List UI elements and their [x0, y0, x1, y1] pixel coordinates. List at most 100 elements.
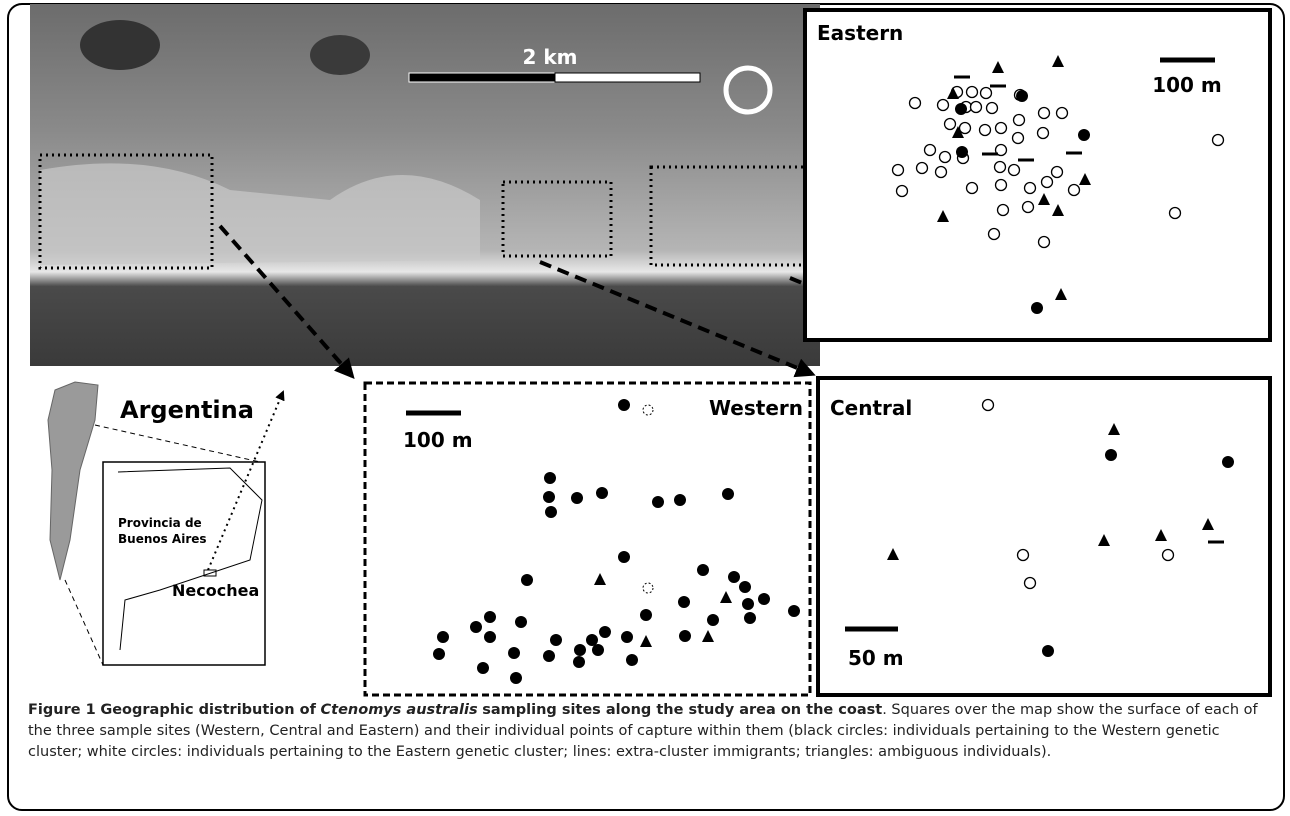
- triangle: [1052, 55, 1064, 67]
- filled-circle: [1222, 456, 1234, 468]
- triangle: [1055, 288, 1067, 300]
- open-circle: [1067, 183, 1081, 197]
- triangle: [1098, 534, 1110, 546]
- filled-circle: [626, 654, 638, 666]
- open-circle: [1012, 113, 1026, 127]
- triangle: [887, 548, 899, 560]
- open-circle: [1036, 126, 1050, 140]
- open-circle: [958, 121, 972, 135]
- filled-circle: [621, 631, 633, 643]
- open-circle: [943, 117, 957, 131]
- city-label: Necochea: [172, 581, 259, 600]
- filled-circle: [573, 656, 585, 668]
- panel-title: Eastern: [817, 21, 903, 45]
- province-label: Provincia de: [118, 516, 202, 530]
- triangle: [1052, 204, 1064, 216]
- inset-leaders: [64, 424, 261, 666]
- open-circle: [1040, 175, 1054, 189]
- triangle: [1202, 518, 1214, 530]
- filled-circle: [544, 472, 556, 484]
- triangle: [1108, 423, 1120, 435]
- filled-circle: [674, 494, 686, 506]
- open-circle: [1023, 181, 1037, 195]
- panel-scale: 50 m: [848, 646, 904, 670]
- filled-circle: [1016, 90, 1028, 102]
- filled-circle: [1105, 449, 1117, 461]
- filled-circle: [596, 487, 608, 499]
- open-circle: [1016, 548, 1030, 562]
- panel-title: Western: [709, 396, 803, 420]
- open-circle: [915, 161, 929, 175]
- open-circle: [978, 123, 992, 137]
- necochea-marker: [203, 569, 217, 577]
- triangle: [702, 630, 714, 642]
- filled-circle: [742, 598, 754, 610]
- province-outline: [117, 467, 263, 651]
- triangle: [640, 635, 652, 647]
- eastern-panel: [803, 8, 1272, 342]
- filled-circle: [433, 648, 445, 660]
- filled-circle: [521, 574, 533, 586]
- filled-circle: [484, 611, 496, 623]
- caption-label: Figure 1: [28, 702, 96, 718]
- filled-circle: [543, 491, 555, 503]
- filled-circle: [955, 103, 967, 115]
- open-circle: [923, 143, 937, 157]
- open-circle: [994, 178, 1008, 192]
- triangle: [992, 61, 1004, 73]
- triangle: [594, 573, 606, 585]
- open-circle: [1055, 106, 1069, 120]
- open-circle: [934, 165, 948, 179]
- map-scale: 2 km: [522, 45, 577, 69]
- filled-circle: [515, 616, 527, 628]
- caption-title: Geographic distribution of: [100, 702, 316, 718]
- dashed-circle: [642, 404, 654, 416]
- open-circle: [981, 398, 995, 412]
- filled-circle: [543, 650, 555, 662]
- open-circle: [1021, 200, 1035, 214]
- species: Ctenomys australis: [320, 702, 478, 718]
- filled-circle: [788, 605, 800, 617]
- triangle: [720, 591, 732, 603]
- filled-circle: [484, 631, 496, 643]
- panel-scale: 100 m: [403, 428, 473, 452]
- filled-circle: [728, 571, 740, 583]
- open-circle: [1011, 131, 1025, 145]
- filled-circle: [640, 609, 652, 621]
- filled-circle: [470, 621, 482, 633]
- filled-circle: [1078, 129, 1090, 141]
- panel-scale: 100 m: [1152, 73, 1222, 97]
- open-circle: [969, 100, 983, 114]
- lagoon: [310, 35, 370, 75]
- filled-circle: [697, 564, 709, 576]
- scale-bar: [554, 72, 701, 83]
- compass: [723, 65, 773, 115]
- caption: Figure 1 Geographic distribution of Cten…: [28, 700, 1268, 763]
- filled-circle: [477, 662, 489, 674]
- open-circle: [1211, 133, 1225, 147]
- filled-circle: [550, 634, 562, 646]
- lagoon: [80, 20, 160, 70]
- open-circle: [1007, 163, 1021, 177]
- central-panel: [816, 376, 1272, 697]
- filled-circle: [510, 672, 522, 684]
- filled-circle: [508, 647, 520, 659]
- triangle: [947, 87, 959, 99]
- filled-circle: [758, 593, 770, 605]
- filled-circle: [599, 626, 611, 638]
- open-circle: [965, 85, 979, 99]
- filled-circle: [679, 630, 691, 642]
- filled-circle: [574, 644, 586, 656]
- filled-circle: [618, 551, 630, 563]
- open-circle: [936, 98, 950, 112]
- argentina-shape: [47, 381, 99, 581]
- triangle: [1079, 173, 1091, 185]
- filled-circle: [652, 496, 664, 508]
- triangle: [952, 126, 964, 138]
- filled-circle: [722, 488, 734, 500]
- triangle: [1038, 193, 1050, 205]
- filled-circle: [545, 506, 557, 518]
- open-circle: [938, 150, 952, 164]
- filled-circle: [956, 146, 968, 158]
